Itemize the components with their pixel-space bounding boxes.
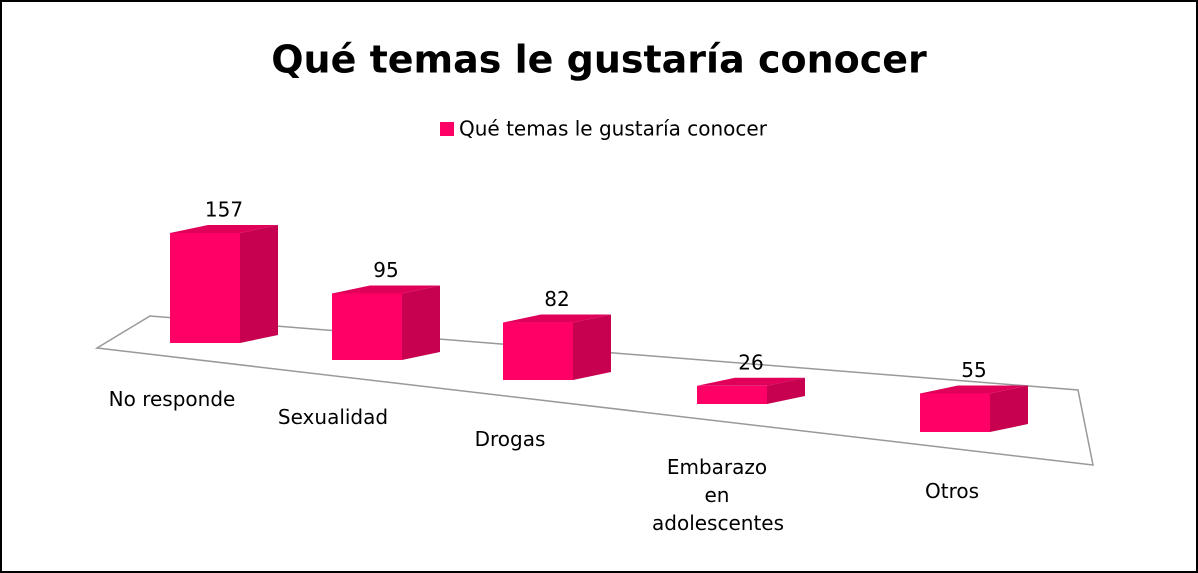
chart-title: Qué temas le gustaría conocer — [271, 38, 927, 82]
bar-side — [573, 314, 611, 380]
bar — [920, 393, 990, 432]
bar — [332, 293, 402, 360]
x-tick-label: Sexualidad — [277, 405, 389, 429]
bar-side — [240, 225, 278, 343]
legend-label: Qué temas le gustaría conocer — [459, 117, 768, 141]
data-label: 95 — [373, 258, 398, 282]
data-label: 26 — [738, 350, 763, 374]
bar-top — [697, 377, 805, 386]
bar-side — [990, 385, 1028, 432]
x-tick-label: Embarazo en adolescentes — [652, 455, 785, 535]
data-label: 157 — [205, 198, 243, 222]
bar-top — [170, 225, 278, 233]
bar-top — [503, 314, 611, 323]
bar-top — [920, 385, 1028, 394]
bar-side — [767, 377, 805, 404]
x-tick-label: No responde — [108, 387, 236, 411]
bar — [170, 233, 240, 343]
legend-swatch — [440, 122, 454, 136]
bar — [697, 385, 767, 404]
data-label: 82 — [544, 287, 569, 311]
bar-side — [402, 285, 440, 360]
x-tick-label: Drogas — [474, 427, 546, 451]
bar-top — [332, 285, 440, 294]
data-label: 55 — [961, 358, 986, 382]
bar — [503, 322, 573, 380]
x-tick-label: Otros — [924, 479, 980, 503]
